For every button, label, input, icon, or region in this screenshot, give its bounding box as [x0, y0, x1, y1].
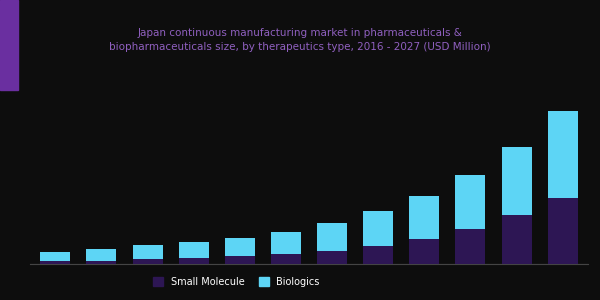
Bar [548, 111, 578, 198]
Bar [225, 256, 255, 264]
Bar [133, 245, 163, 259]
Bar [40, 261, 70, 264]
Bar [317, 251, 347, 264]
Bar [271, 254, 301, 264]
Legend: Small Molecule, Biologics: Small Molecule, Biologics [149, 273, 324, 291]
Bar [409, 196, 439, 239]
Bar [179, 242, 209, 258]
Bar [40, 251, 70, 261]
Bar [409, 239, 439, 264]
Bar [455, 175, 485, 229]
Bar [271, 232, 301, 254]
Bar [86, 260, 116, 264]
Bar [502, 215, 532, 264]
Polygon shape [0, 0, 18, 90]
Bar [86, 249, 116, 260]
Bar [502, 147, 532, 215]
Bar [363, 246, 393, 264]
Bar [317, 223, 347, 251]
Bar [455, 229, 485, 264]
Bar [225, 238, 255, 256]
Bar [133, 259, 163, 264]
Bar [179, 258, 209, 264]
Bar [363, 211, 393, 246]
Text: Japan continuous manufacturing market in pharmaceuticals &
biopharmaceuticals si: Japan continuous manufacturing market in… [109, 28, 491, 52]
Bar [548, 198, 578, 264]
